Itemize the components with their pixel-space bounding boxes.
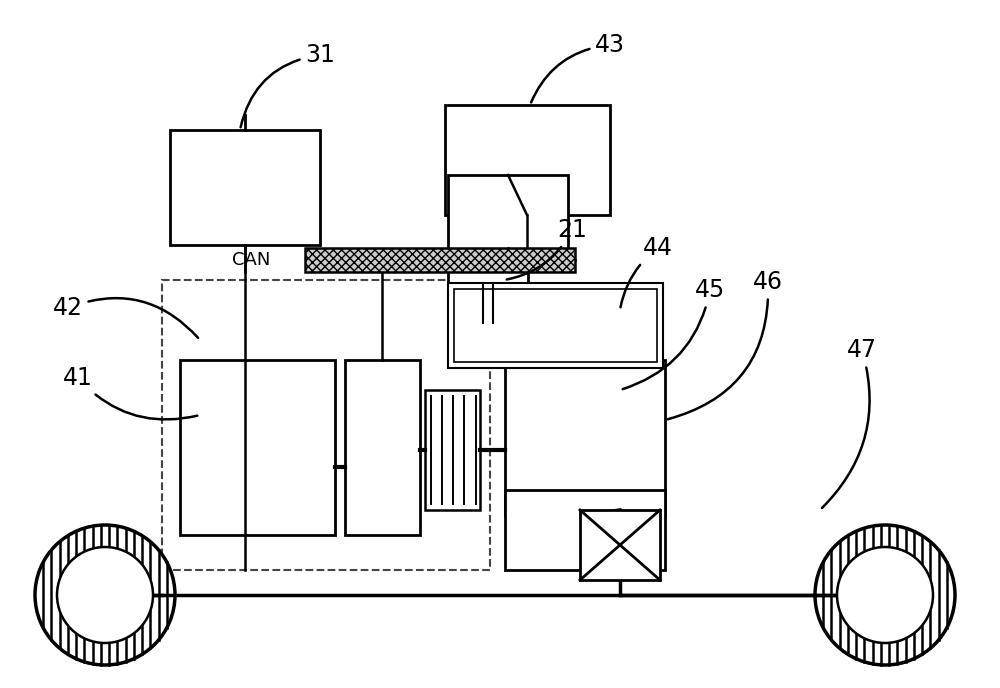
Bar [448, 258, 528, 323]
Text: 31: 31 [241, 43, 335, 127]
Bar [162, 280, 490, 570]
Bar [448, 175, 568, 255]
Text: 47: 47 [822, 338, 877, 508]
Text: 44: 44 [621, 236, 673, 308]
Circle shape [815, 525, 955, 665]
Bar [454, 289, 657, 362]
Circle shape [837, 547, 933, 643]
Bar [345, 360, 420, 535]
Bar [180, 360, 335, 535]
Text: 21: 21 [507, 218, 587, 279]
Bar [505, 360, 665, 515]
Text: 42: 42 [53, 296, 198, 338]
Bar [580, 510, 660, 580]
Circle shape [57, 547, 153, 643]
Bar [448, 283, 663, 368]
Bar [170, 130, 320, 245]
Bar [505, 490, 665, 570]
Text: 43: 43 [531, 33, 625, 103]
Bar [425, 390, 480, 510]
Text: CAN: CAN [232, 251, 270, 269]
Circle shape [35, 525, 175, 665]
Bar [305, 248, 575, 272]
Text: 46: 46 [668, 270, 783, 419]
Text: 45: 45 [623, 278, 725, 389]
Text: 41: 41 [63, 366, 197, 420]
Bar [445, 105, 610, 215]
